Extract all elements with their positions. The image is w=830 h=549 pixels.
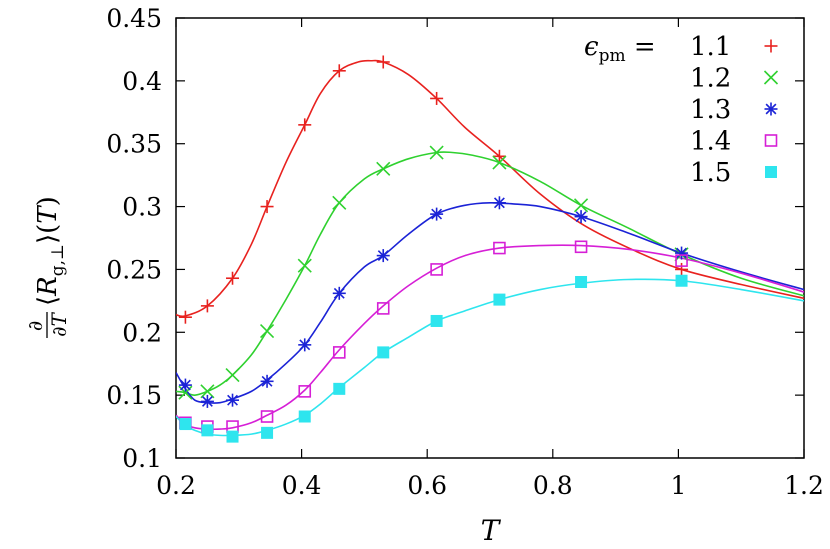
data-point-2: [376, 161, 391, 176]
legend-label-4: 1.4: [690, 127, 731, 157]
plot-frame: [175, 17, 805, 459]
data-point-2: [429, 145, 444, 160]
legend-marker-2: [763, 70, 779, 85]
x-tick-label: 1: [670, 471, 686, 500]
legend-label-3: 1.3: [690, 95, 731, 125]
data-point-5: [226, 430, 239, 443]
legend-label-1: 1.1: [690, 32, 731, 62]
series-line-2: [176, 151, 804, 396]
data-point-2: [573, 198, 589, 213]
data-point-1: [332, 64, 346, 78]
series-line-4: [176, 244, 804, 431]
y-tick-label: 0.4: [122, 67, 162, 96]
x-tick-label: 0.2: [156, 471, 196, 500]
data-point-1: [376, 55, 390, 69]
y-tick-label: 0.35: [106, 130, 162, 159]
legend-label-5: 1.5: [690, 158, 731, 188]
data-point-1: [492, 149, 506, 163]
legend: ϵpm = 1.11.21.31.41.5: [584, 32, 779, 188]
data-point-5: [575, 276, 588, 288]
data-point-1: [298, 118, 312, 132]
data-point-2: [200, 384, 215, 399]
series-markers: [178, 55, 689, 443]
data-point-3: [200, 394, 214, 408]
data-point-3: [178, 378, 192, 392]
axis-ticks: 0.2 0.4 0.6 0.8 1 1.2 0.1 0.15 0.2 0.25 0.3 0.35 0.4…: [106, 4, 824, 500]
y-tick-label: 0.45: [106, 4, 162, 33]
data-point-3: [675, 246, 689, 260]
y-axis-title-partial: ∂: [23, 321, 47, 331]
data-point-3: [492, 196, 506, 210]
x-tick-label: 0.8: [533, 471, 573, 500]
y-axis-title: ∂ ∂T ⟨Rg,⊥⟩(T): [23, 196, 71, 338]
data-point-5: [298, 410, 311, 423]
series-line-1: [176, 59, 804, 318]
data-point-3: [226, 393, 240, 407]
data-point-5: [333, 382, 346, 395]
data-point-4: [493, 241, 506, 255]
data-point-5: [201, 424, 214, 437]
data-point-2: [332, 195, 347, 210]
data-point-2: [225, 367, 240, 383]
data-point-3: [332, 286, 346, 300]
data-point-3: [260, 374, 274, 388]
data-point-5: [179, 418, 192, 431]
data-point-5: [261, 426, 274, 439]
data-point-2: [492, 155, 507, 170]
x-tick-label: 0.6: [407, 471, 447, 500]
legend-title: ϵpm =: [584, 32, 656, 66]
y-tick-label: 0.1: [122, 444, 162, 473]
y-tick-label: 0.2: [122, 318, 162, 347]
y-axis-title-denominator: ∂T: [47, 312, 71, 337]
data-point-1: [226, 271, 240, 285]
y-axis-title-body: ⟨Rg,⊥⟩(T): [33, 196, 68, 306]
data-point-1: [178, 310, 192, 324]
data-point-1: [260, 200, 274, 214]
data-point-4: [298, 385, 312, 398]
y-tick-label: 0.3: [122, 193, 162, 222]
data-point-1: [675, 262, 689, 276]
data-point-4: [332, 346, 346, 359]
legend-marker-4: [764, 134, 778, 147]
series-line-5: [176, 278, 804, 437]
data-point-3: [298, 338, 312, 352]
data-point-5: [493, 293, 506, 306]
data-point-2: [297, 258, 312, 273]
x-tick-label: 0.4: [282, 471, 322, 500]
data-point-1: [200, 299, 214, 313]
data-point-1: [430, 91, 444, 105]
data-point-3: [574, 210, 588, 224]
data-point-5: [377, 346, 390, 359]
data-point-4: [260, 410, 274, 423]
y-tick-label: 0.15: [106, 381, 162, 410]
data-point-4: [675, 254, 688, 267]
y-tick-label: 0.25: [106, 255, 162, 284]
x-axis-title: T: [481, 514, 502, 547]
data-point-3: [376, 249, 390, 263]
legend-marker-5: [765, 166, 777, 178]
x-tick-label: 1.2: [784, 471, 824, 500]
data-point-2: [259, 323, 275, 339]
series-curves: [176, 59, 804, 437]
data-point-4: [376, 302, 390, 315]
data-point-5: [675, 274, 688, 287]
data-point-4: [574, 240, 588, 254]
data-point-4: [430, 263, 443, 276]
data-point-5: [430, 314, 443, 327]
legend-marker-3: [764, 102, 778, 116]
legend-label-2: 1.2: [690, 64, 731, 94]
legend-marker-1: [764, 39, 778, 53]
data-point-3: [430, 207, 444, 221]
